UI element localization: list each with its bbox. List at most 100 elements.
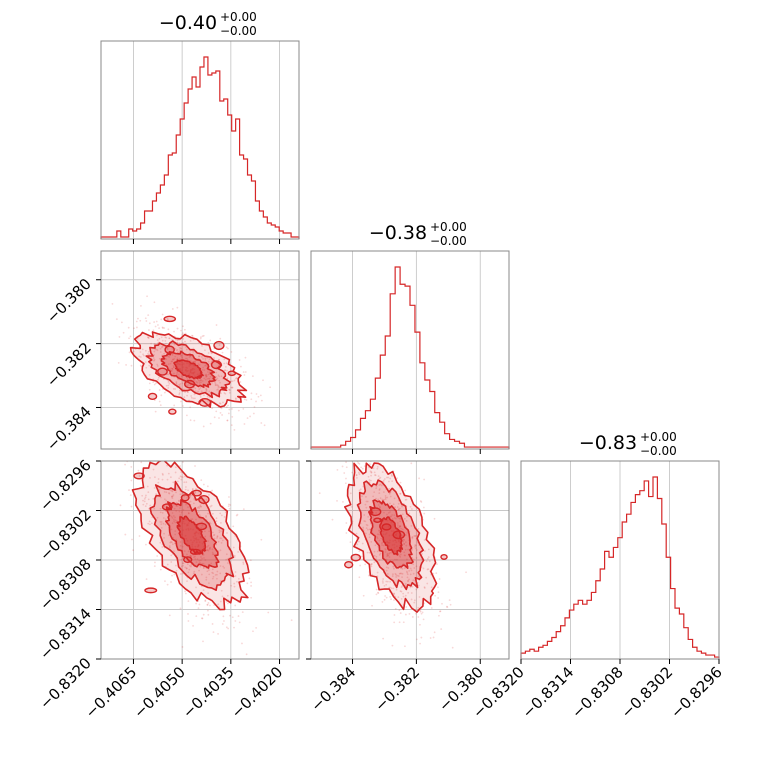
scatter-point: [171, 522, 174, 525]
scatter-point: [422, 506, 425, 509]
scatter-point: [148, 388, 151, 391]
scatter-point: [196, 506, 199, 509]
scatter-point: [154, 476, 156, 479]
scatter-point: [166, 478, 169, 481]
scatter-point: [185, 567, 188, 570]
scatter-point: [228, 388, 231, 391]
scatter-point: [209, 505, 212, 508]
scatter-point: [180, 478, 183, 481]
scatter-point: [404, 583, 407, 585]
scatter-point: [378, 488, 381, 490]
scatter-point: [435, 572, 438, 575]
scatter-point: [375, 497, 377, 500]
scatter-point: [180, 475, 183, 478]
scatter-point: [178, 350, 181, 353]
scatter-point: [175, 509, 178, 512]
scatter-point: [163, 498, 166, 501]
scatter-point: [156, 363, 159, 366]
scatter-point: [208, 494, 210, 496]
scatter-point: [389, 495, 392, 498]
scatter-point: [250, 581, 253, 584]
scatter-point: [181, 562, 184, 565]
scatter-point: [164, 518, 167, 521]
scatter-point: [174, 521, 177, 524]
scatter-point: [207, 352, 210, 354]
scatter-point: [168, 337, 171, 340]
scatter-point: [387, 511, 390, 514]
scatter-point: [178, 375, 180, 378]
scatter-point: [255, 400, 257, 403]
scatter-point: [198, 355, 201, 358]
scatter-point: [159, 521, 162, 523]
scatter-point: [207, 360, 210, 363]
scatter-point: [236, 513, 239, 516]
scatter-point: [206, 546, 209, 548]
scatter-point: [206, 604, 209, 606]
scatter-point: [366, 524, 369, 527]
scatter-point: [198, 388, 201, 391]
scatter-point: [243, 398, 246, 401]
scatter-point: [399, 553, 402, 556]
scatter-point: [144, 496, 147, 499]
scatter-point: [364, 503, 367, 506]
scatter-point: [189, 554, 192, 557]
scatter-point: [178, 383, 180, 386]
scatter-point: [171, 367, 174, 370]
scatter-point: [384, 548, 387, 550]
scatter-point: [206, 395, 209, 398]
scatter-point: [405, 544, 408, 547]
scatter-point: [397, 517, 400, 519]
scatter-point: [216, 535, 219, 537]
scatter-point: [398, 507, 401, 510]
scatter-point: [200, 379, 202, 381]
scatter-point: [205, 387, 208, 390]
scatter-point: [171, 369, 173, 372]
contour-island: [198, 397, 212, 407]
scatter-point: [129, 452, 131, 454]
scatter-point: [217, 386, 220, 388]
scatter-point: [159, 511, 162, 514]
scatter-point: [176, 339, 179, 342]
scatter-point: [262, 379, 264, 382]
x-tick-label: −0.4020: [228, 663, 287, 722]
scatter-point: [161, 472, 164, 475]
scatter-point: [197, 379, 200, 381]
scatter-point: [369, 463, 371, 466]
scatter-point: [237, 577, 240, 580]
scatter-point: [170, 540, 172, 543]
scatter-point: [128, 351, 131, 354]
scatter-point: [160, 526, 163, 529]
scatter-point: [125, 364, 127, 366]
scatter-point: [399, 572, 402, 575]
contour-island: [440, 553, 448, 560]
scatter-point: [209, 422, 212, 425]
scatter-point: [205, 388, 208, 391]
scatter-point: [216, 537, 218, 539]
scatter-point: [194, 397, 196, 400]
scatter-point: [383, 598, 386, 601]
scatter-point: [176, 357, 179, 360]
scatter-point: [155, 348, 158, 351]
histogram-2: [520, 476, 720, 659]
scatter-point: [404, 498, 407, 501]
scatter-point: [361, 542, 364, 545]
scatter-point: [215, 375, 218, 378]
scatter-point: [403, 539, 406, 541]
scatter-point: [202, 589, 205, 592]
scatter-point: [158, 337, 161, 340]
scatter-point: [233, 429, 236, 431]
scatter-point: [186, 394, 188, 397]
scatter-point: [167, 387, 170, 389]
scatter-point: [374, 474, 376, 476]
scatter-point: [430, 607, 433, 609]
scatter-point: [158, 327, 160, 330]
scatter-point: [227, 562, 229, 564]
scatter-point: [191, 518, 194, 521]
scatter-point: [185, 503, 187, 506]
scatter-point: [145, 502, 148, 505]
contour-island: [369, 507, 382, 517]
scatter-point: [393, 621, 396, 624]
scatter-point: [174, 388, 177, 390]
scatter-point: [406, 515, 408, 518]
